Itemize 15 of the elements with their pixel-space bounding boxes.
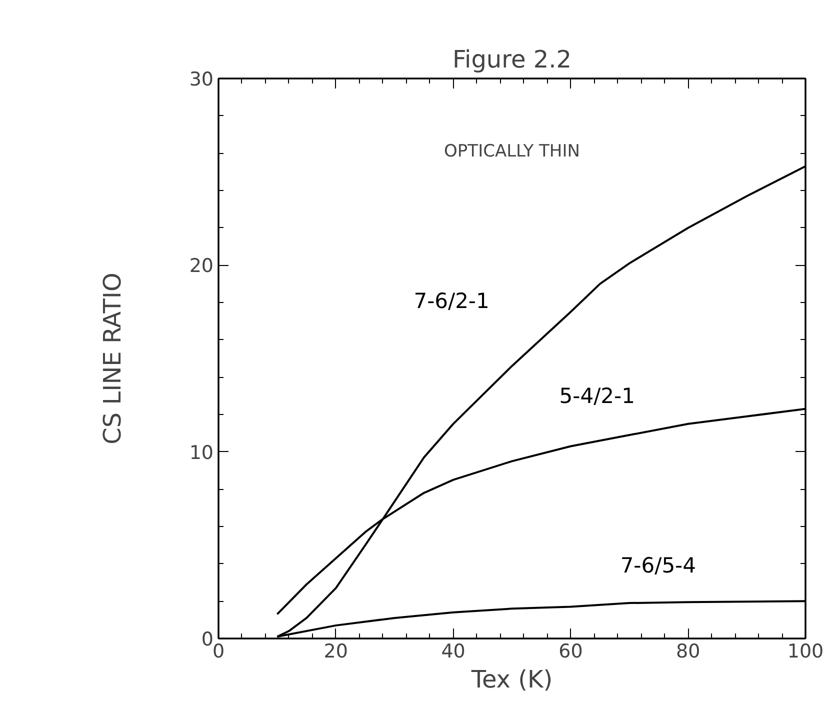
- x-tick-label: 20: [324, 640, 348, 662]
- x-tick-label: 60: [558, 640, 583, 662]
- y-tick-label: 20: [189, 255, 214, 278]
- y-tick-label: 30: [189, 68, 214, 90]
- series-label: 5-4/2-1: [559, 384, 635, 408]
- x-tick-label: 100: [787, 640, 824, 662]
- x-tick-label: 40: [441, 640, 466, 662]
- x-tick-label: 80: [676, 640, 700, 662]
- y-axis-title: CS LINE RATIO: [98, 272, 126, 444]
- text: 7-6/2-1: [414, 288, 490, 313]
- y-tick-label: 10: [189, 442, 214, 464]
- chart-title: Figure 2.2: [452, 46, 572, 74]
- series-label: 7-6/5-4: [620, 554, 696, 578]
- annotation: OPTICALLY THIN: [444, 141, 580, 162]
- x-axis-title: Tex (K): [470, 666, 553, 694]
